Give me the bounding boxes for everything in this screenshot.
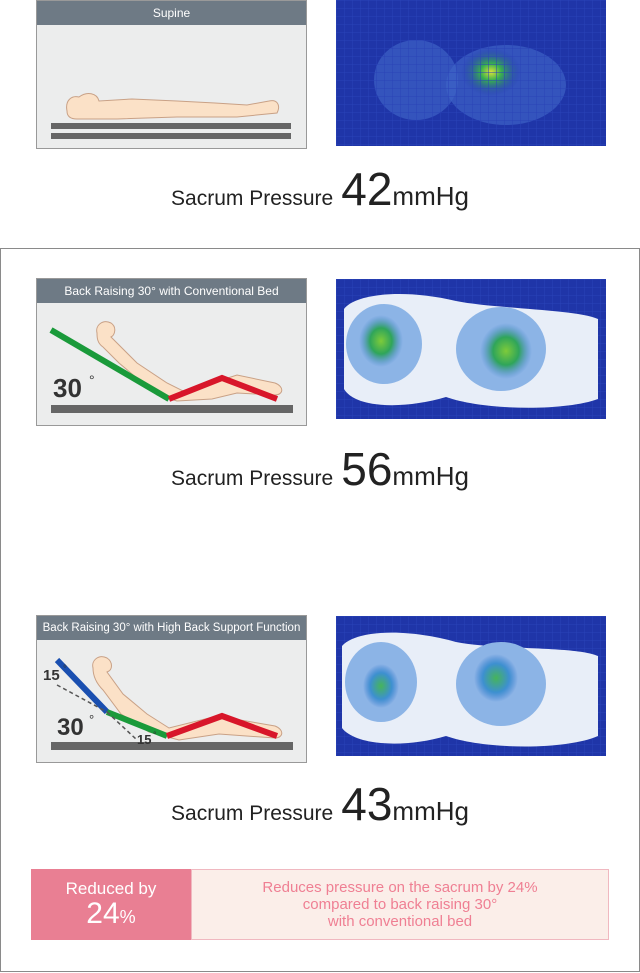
conventional-pressure-map [336,279,606,419]
pressure-value: 42 [341,163,393,215]
pressure-unit: mmHg [392,796,469,826]
pressure-value: 43 [341,778,393,830]
conventional-angle-label: 30 [53,373,82,403]
pressure-unit: mmHg [392,461,469,491]
description-line-1: Reduces pressure on the sacrum by 24% [262,879,538,896]
supine-illustration-panel: Supine [36,0,307,149]
description-line-3: with conventional bed [327,913,473,930]
supine-panel-title: Supine [37,1,306,25]
high-back-angle-top: 15 [43,667,60,684]
supine-pressure-map [336,0,606,146]
conventional-illustration-panel: Back Raising 30° with Conventional Bed 3… [36,278,307,426]
high-back-angle-main: 30 [57,714,84,741]
reduction-badge: Reduced by 24% [31,869,191,940]
svg-text:°: ° [89,712,94,727]
conventional-panel-title: Back Raising 30° with Conventional Bed [37,279,306,303]
high-back-illustration-panel: Back Raising 30° with High Back Support … [36,615,307,763]
high-back-sacrum-pressure: Sacrum Pressure 43mmHg [0,777,640,831]
svg-text:°: ° [63,664,67,675]
high-back-angle-bottom: 15 [137,732,151,747]
reduction-description: Reduces pressure on the sacrum by 24% co… [191,869,609,940]
high-back-pressure-map [336,616,606,756]
pressure-label: Sacrum Pressure [171,802,334,825]
pressure-label: Sacrum Pressure [171,467,334,490]
reduction-unit: % [119,907,136,927]
high-back-body-figure: 15 ° 30 ° 15 ° [43,656,293,750]
pressure-unit: mmHg [392,181,469,211]
conventional-sacrum-pressure: Sacrum Pressure 56mmHg [0,442,640,496]
description-line-2: compared to back raising 30° [302,896,498,913]
supine-sacrum-pressure: Sacrum Pressure 42mmHg [0,162,640,216]
pressure-label: Sacrum Pressure [171,187,334,210]
pressure-value: 56 [341,443,393,495]
high-back-panel-title: Back Raising 30° with High Back Support … [37,616,306,640]
svg-text:°: ° [153,730,157,740]
supine-body-figure [51,93,291,139]
reduction-value: 24 [86,897,120,930]
conventional-body-figure: 30 ° [49,321,293,413]
reduction-label: Reduced by [65,879,157,898]
svg-text:°: ° [89,372,95,388]
